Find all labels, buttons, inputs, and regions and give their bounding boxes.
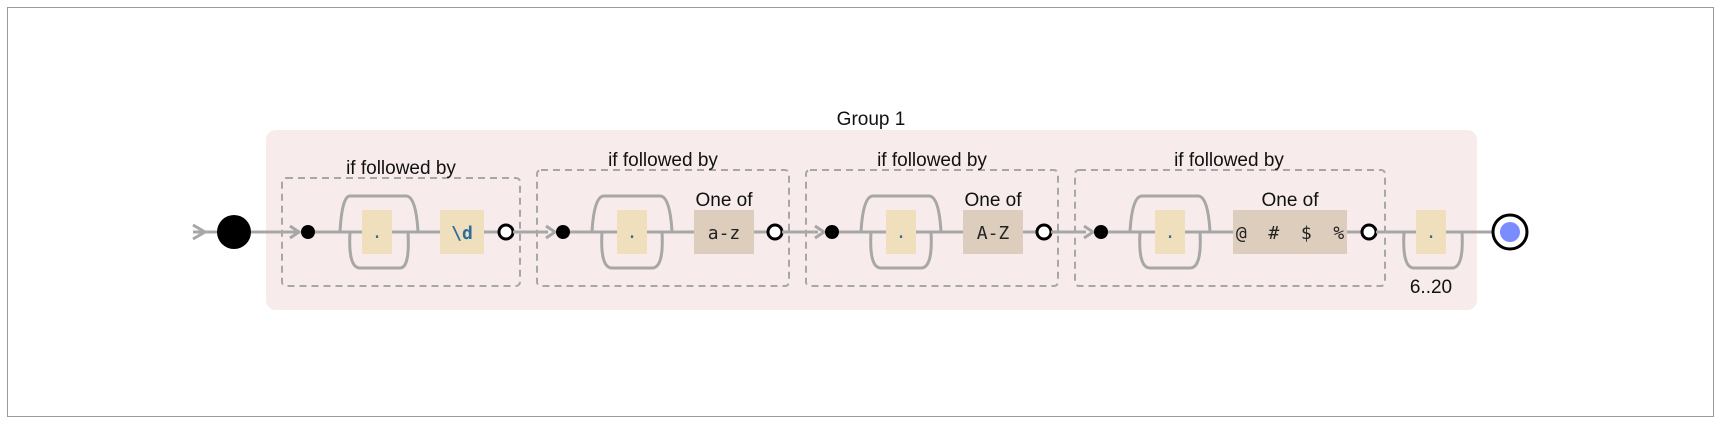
repeat-loop [600,231,664,270]
assertion-start-dot [1094,225,1108,239]
assertion-start-dot [556,225,570,239]
literal-any-char [617,210,647,254]
assertion-end-dot [1035,223,1053,241]
assertion-end-dot [766,223,784,241]
assertion-box [1074,169,1386,287]
assertion-box [536,169,790,287]
group-box [266,130,1477,310]
charset-title: One of [964,190,1022,211]
assertion-box [281,177,521,287]
escape-text: \d [451,223,473,244]
repeat-loop [1138,231,1202,270]
repeat-loop [348,231,410,270]
assertion-label: if followed by [346,158,456,179]
charset-text: @ # $ % [1236,223,1345,244]
charset-text: A-Z [977,223,1010,244]
charset-symbols [1233,210,1347,254]
charset-lowercase [694,210,754,254]
charset-uppercase [963,210,1023,254]
charset-title: One of [695,190,753,211]
start-node [217,215,251,249]
group-title: Group 1 [837,109,906,130]
charset-text: a-z [708,223,741,244]
assertion-2: if followed by . One of a-z [536,150,790,287]
repeat-loop [869,231,933,270]
literal-text: . [627,222,638,243]
literal-any-char [362,210,392,254]
assertion-4: if followed by . One of @ # $ % [1074,150,1386,287]
assertion-end-dot [1360,223,1378,241]
arrow-icon [814,224,827,240]
assertion-1: if followed by . \d [281,158,521,287]
assertion-3: if followed by . One of A-Z [805,150,1059,287]
repeat-count-label: 6..20 [1410,277,1452,298]
arrow-icon [545,224,558,240]
escape-digit [440,210,484,254]
arrow-icon [1083,224,1096,240]
literal-text: . [1426,222,1437,243]
assertion-label: if followed by [1174,150,1284,171]
skip-loop [338,194,420,233]
literal-text: . [372,222,383,243]
literal-any-char [886,210,916,254]
skip-loop [1128,194,1212,233]
literal-any-char [1155,210,1185,254]
literal-text: . [896,222,907,243]
literal-text: . [1165,222,1176,243]
assertion-start-dot [825,225,839,239]
assertion-label: if followed by [608,150,718,171]
entry-arrow-icon [192,223,208,241]
end-node-core [1500,222,1520,242]
skip-loop [859,194,943,233]
skip-loop [590,194,674,233]
literal-any-char [1416,210,1446,254]
final-repeat: . 6..20 [1402,210,1464,298]
assertion-box [805,169,1059,287]
assertion-label: if followed by [877,150,987,171]
assertion-end-dot [497,223,515,241]
assertion-start-dot [301,225,315,239]
arrow-icon [289,224,302,240]
charset-title: One of [1261,190,1319,211]
repeat-loop [1402,231,1464,270]
